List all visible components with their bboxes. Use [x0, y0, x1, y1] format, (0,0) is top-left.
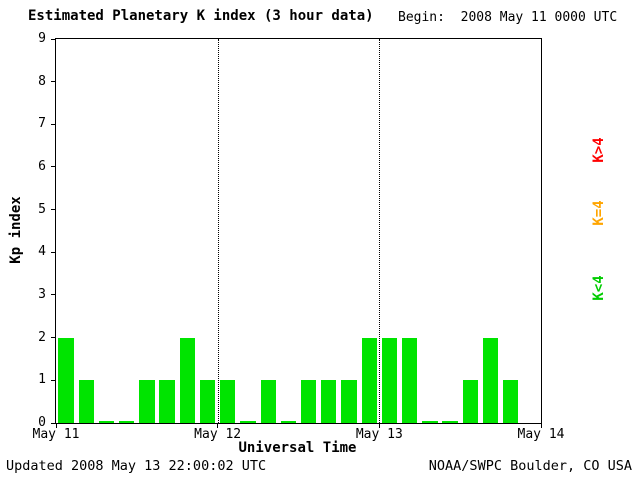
kp-bar — [341, 380, 357, 423]
y-tick-mark — [51, 166, 56, 168]
kp-bar — [401, 337, 418, 423]
legend-k-equal-4: K=4 — [591, 200, 607, 226]
x-tick-label: May 11 — [32, 427, 80, 442]
kp-bar — [462, 380, 478, 423]
x-tick-mark — [217, 423, 219, 428]
x-tick-mark — [540, 423, 542, 428]
y-tick-mark — [51, 123, 56, 125]
y-tick-label: 7 — [38, 116, 46, 132]
plot-area: 0 1 2 3 4 5 6 7 8 9 May 11 May 12 May 13 May 14 — [33, 31, 565, 442]
kp-bar — [119, 421, 135, 423]
y-tick-mark — [51, 81, 56, 83]
kp-bar — [280, 421, 297, 423]
kp-bar — [199, 380, 216, 423]
updated-label: Updated 2008 May 13 22:00:02 UTC — [6, 458, 267, 474]
y-tick-mark — [51, 251, 56, 253]
kp-bar — [361, 337, 377, 423]
day-boundary-gridline — [217, 39, 219, 423]
y-tick-label: 5 — [38, 201, 46, 217]
kp-bar — [179, 337, 196, 423]
y-tick-mark — [51, 422, 56, 424]
y-tick-mark — [51, 38, 56, 40]
y-tick-mark — [51, 294, 56, 296]
y-tick-label: 9 — [38, 31, 46, 46]
y-tick-label: 4 — [38, 244, 46, 260]
kp-bar — [240, 421, 256, 423]
kp-bar — [300, 380, 317, 423]
x-tick-label: May 13 — [355, 427, 403, 442]
y-tick-label: 2 — [38, 329, 46, 345]
kp-bar — [442, 421, 458, 423]
day-boundary-gridline — [379, 39, 381, 423]
y-tick-label: 3 — [38, 286, 46, 302]
kp-bar — [98, 421, 115, 423]
kp-bar — [503, 380, 519, 423]
x-tick-mark — [55, 423, 57, 428]
y-tick-mark — [51, 209, 56, 211]
y-tick-label: 0 — [38, 415, 46, 430]
y-axis-label: Kp index — [8, 196, 24, 264]
kp-bar — [422, 421, 438, 423]
credit-label: NOAA/SWPC Boulder, CO USA — [428, 458, 632, 474]
kp-bar — [381, 337, 398, 423]
y-tick-label: 1 — [38, 372, 46, 388]
kp-bar — [321, 380, 337, 423]
begin-label: Begin: 2008 May 11 0000 UTC — [398, 10, 618, 25]
y-tick-label: 8 — [38, 73, 46, 89]
y-tick-mark — [51, 337, 56, 339]
legend-k-above-4: K>4 — [591, 137, 607, 163]
legend-k-below-4: K<4 — [591, 275, 607, 301]
kp-bar — [159, 380, 175, 423]
kp-bar — [220, 380, 236, 423]
x-tick-label: May 14 — [517, 427, 565, 442]
kp-bar — [482, 337, 499, 423]
chart-title: Estimated Planetary K index (3 hour data… — [28, 8, 374, 24]
kp-bar — [260, 380, 276, 423]
x-axis-label: Universal Time — [238, 440, 357, 456]
kp-bar — [58, 337, 74, 423]
kp-bar — [139, 380, 155, 423]
y-tick-label: 6 — [38, 158, 46, 174]
y-tick-mark — [51, 379, 56, 381]
kp-bar — [78, 380, 94, 423]
x-tick-label: May 12 — [194, 427, 242, 442]
x-tick-mark — [378, 423, 380, 428]
